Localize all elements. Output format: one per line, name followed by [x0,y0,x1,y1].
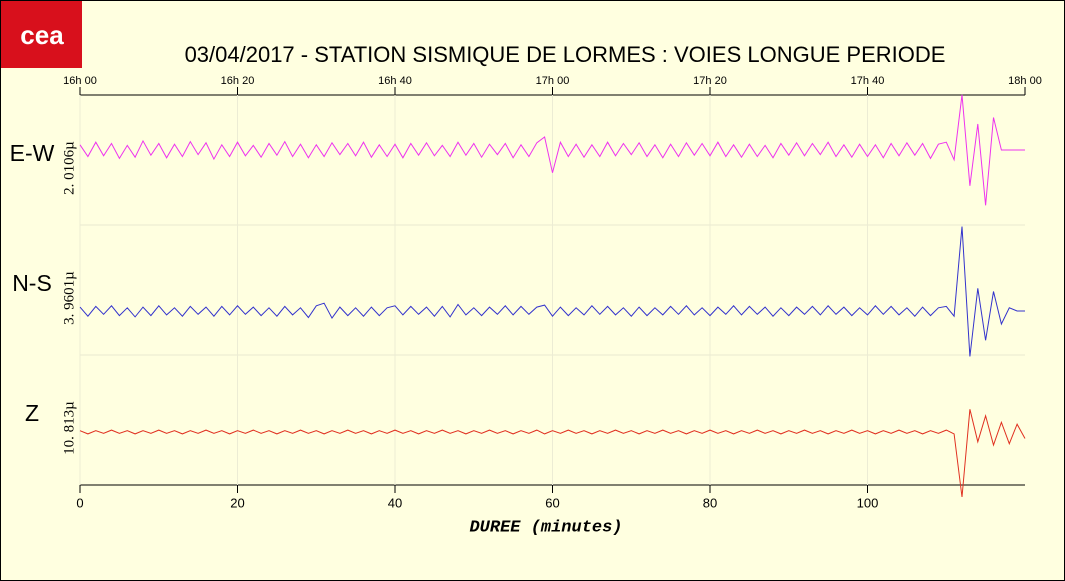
bottom-tick-label: 40 [388,495,402,510]
top-tick-label: 16h 00 [63,75,97,87]
channel-label: E-W [10,140,55,166]
top-tick-label: 17h 20 [693,75,727,87]
chart-title: 03/04/2017 - STATION SISMIQUE DE LORMES … [185,42,946,67]
bottom-tick-label: 20 [230,495,244,510]
scale-label: 10. 813µ [61,401,77,455]
top-tick-label: 16h 40 [378,75,412,87]
bottom-tick-label: 60 [545,495,559,510]
waveform [79,226,1025,357]
waveform [79,94,1025,206]
logo: cea [20,20,64,50]
channel-label: N-S [12,270,52,296]
logo-box [1,1,82,68]
top-tick-label: 17h 40 [851,75,885,87]
bottom-tick-label: 0 [76,495,83,510]
top-tick-label: 16h 20 [221,75,255,87]
bottom-tick-label: 100 [857,495,879,510]
bottom-tick-label: 80 [703,495,717,510]
x-axis-title: DUREE (minutes) [469,518,622,537]
scale-label: 3. 9601µ [61,271,77,325]
channel-label: Z [25,400,39,426]
waveform [79,409,1026,498]
top-tick-label: 18h 00 [1008,75,1042,87]
top-tick-label: 17h 00 [536,75,570,87]
scale-label: 2. 0106µ [61,141,77,195]
